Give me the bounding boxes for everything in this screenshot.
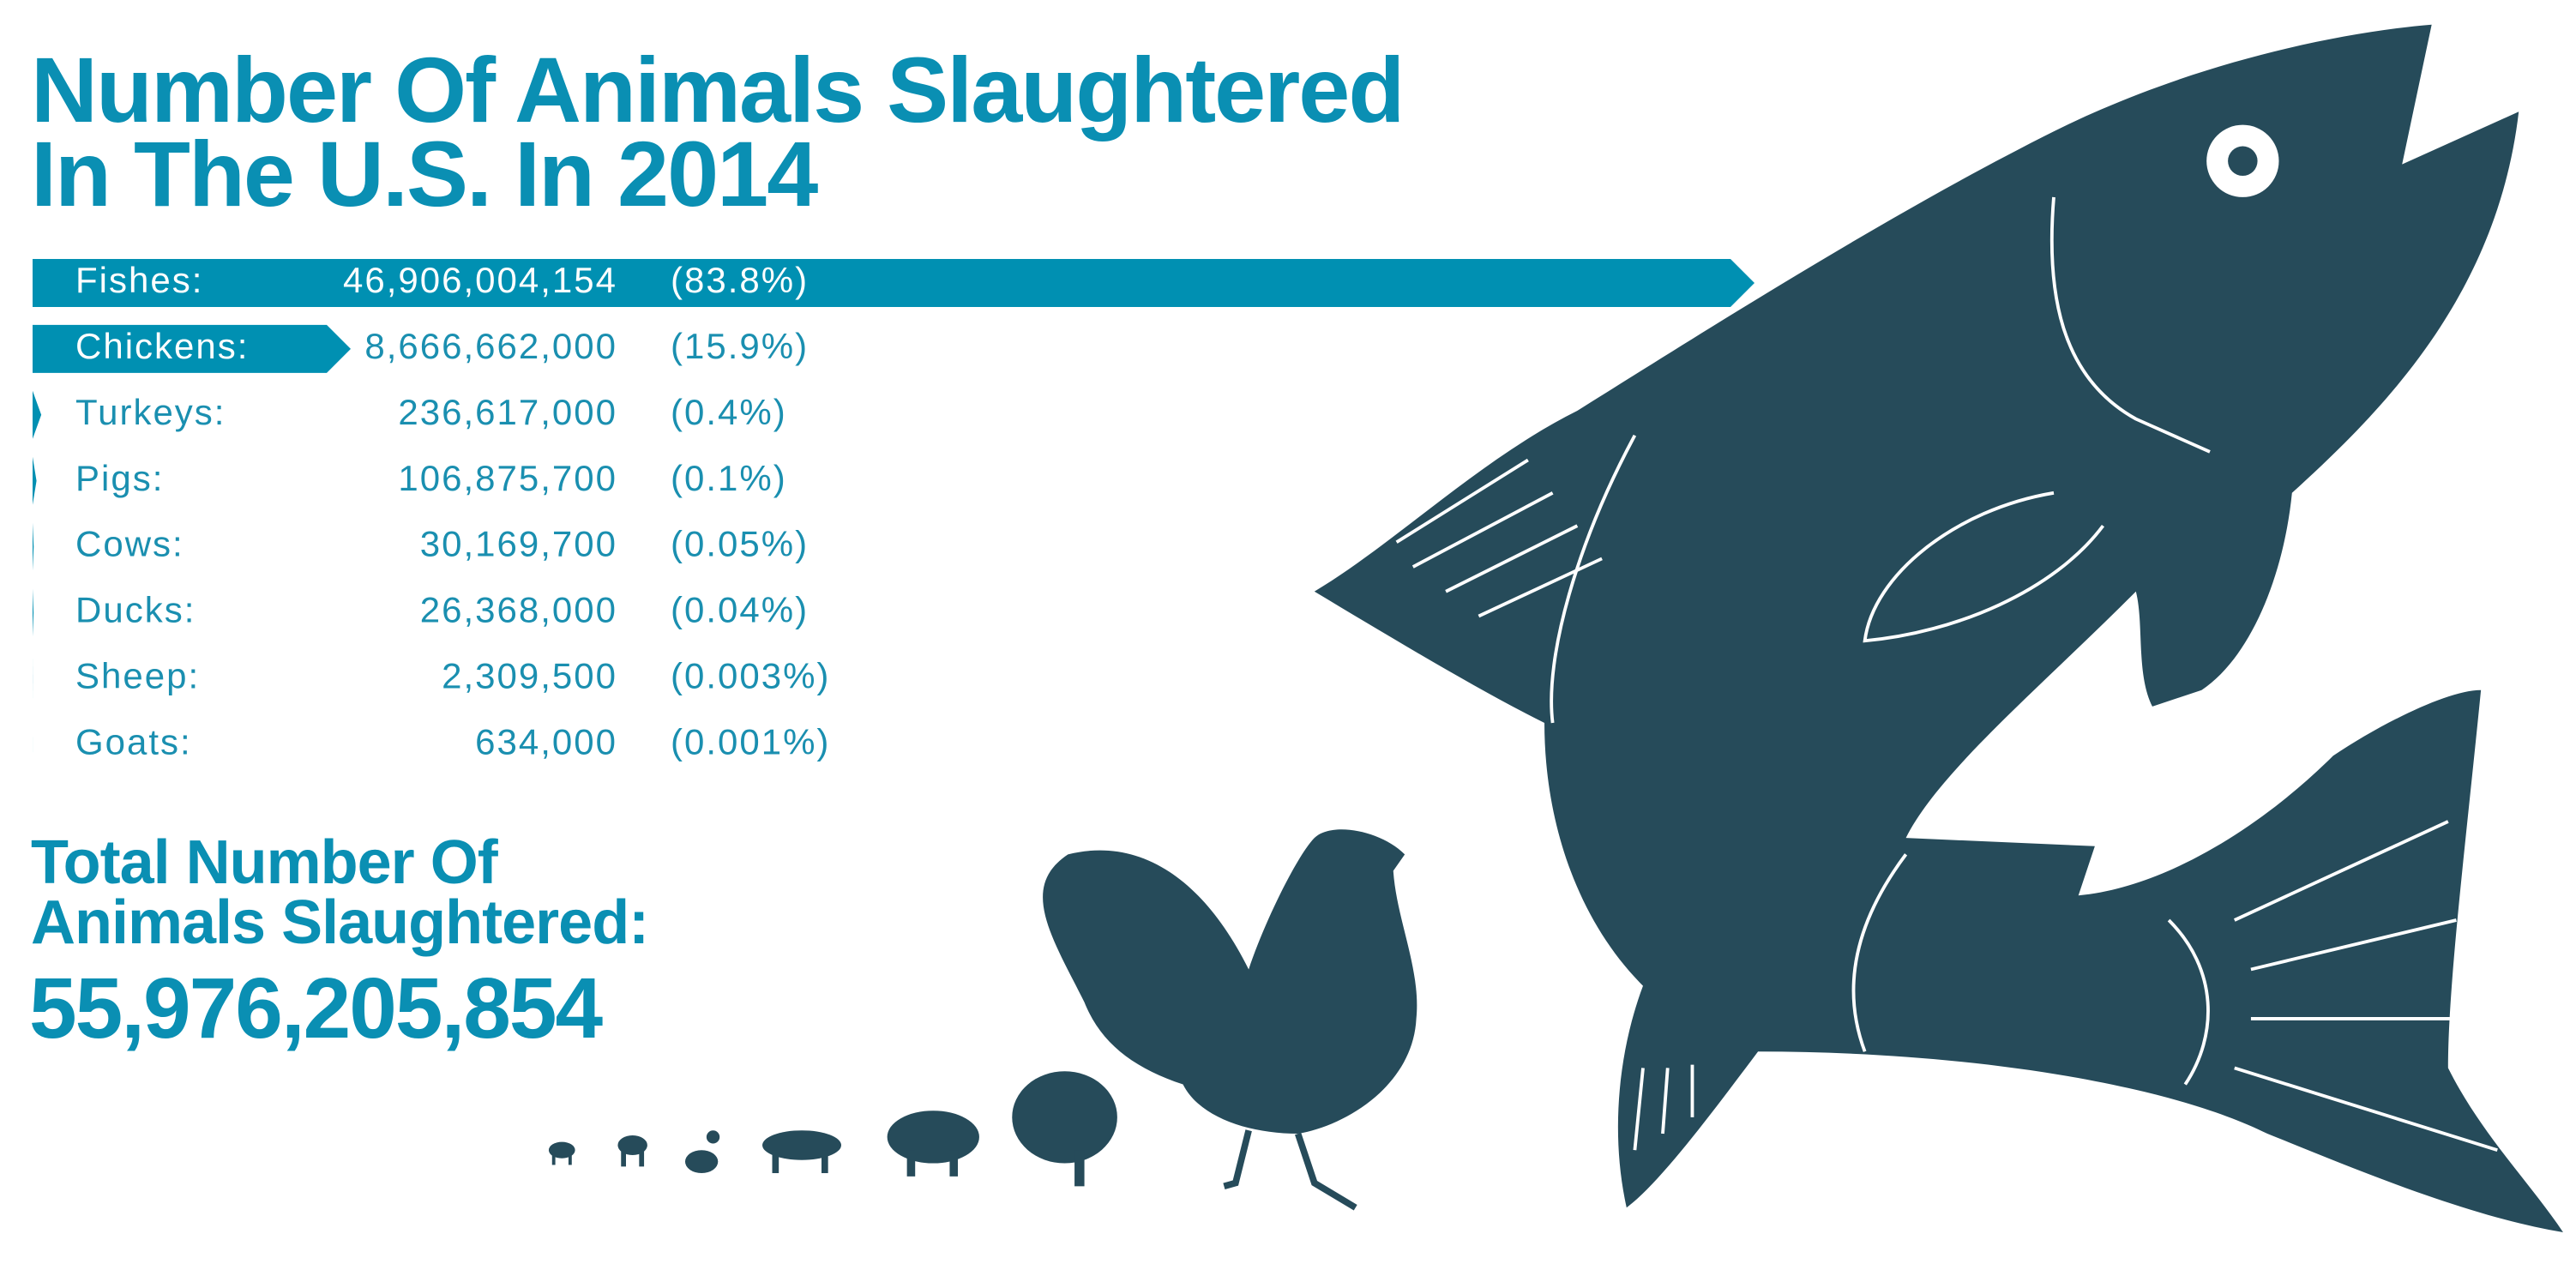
category-label: Sheep: <box>75 655 200 695</box>
bar <box>33 324 352 373</box>
category-label: Ducks: <box>75 590 196 630</box>
value-label: 634,000 <box>475 721 617 761</box>
share-label: (0.1%) <box>671 458 787 498</box>
value-label: 26,368,000 <box>420 590 617 630</box>
bar <box>33 259 1754 307</box>
category-label: Goats: <box>75 721 192 761</box>
share-label: (0.001%) <box>671 721 830 761</box>
animal-silhouettes <box>548 829 1417 1211</box>
category-label: Pigs: <box>75 458 164 498</box>
title-line: Number Of Animals Slaughtered <box>31 38 1403 141</box>
value-label: 46,906,004,154 <box>343 260 617 300</box>
value-label: 30,169,700 <box>420 524 617 564</box>
category-label: Fishes: <box>75 260 203 300</box>
share-label: (0.003%) <box>671 655 830 695</box>
bar <box>33 456 37 505</box>
value-label: 236,617,000 <box>398 392 617 432</box>
total-number: 55,976,205,854 <box>29 960 604 1056</box>
fish-illustration <box>1314 24 2563 1233</box>
category-label: Cows: <box>75 524 184 564</box>
share-label: (0.05%) <box>671 524 809 564</box>
category-label: Chickens: <box>75 326 249 366</box>
share-label: (83.8%) <box>671 260 809 300</box>
title-line: In The U.S. In 2014 <box>31 122 818 226</box>
bar <box>33 390 42 439</box>
value-label: 2,309,500 <box>442 655 617 695</box>
bar-rows: Fishes: 46,906,004,154 (83.8%) Chickens: 8,6… <box>33 259 1754 769</box>
category-label: Turkeys: <box>75 392 226 432</box>
share-label: (0.04%) <box>671 590 809 630</box>
total-heading: Total Number Of <box>31 828 499 897</box>
share-label: (15.9%) <box>671 326 809 366</box>
value-label: 106,875,700 <box>398 458 617 498</box>
total-heading: Animals Slaughtered: <box>31 888 648 957</box>
share-label: (0.4%) <box>671 392 787 432</box>
value-label: 8,666,662,000 <box>364 326 617 366</box>
